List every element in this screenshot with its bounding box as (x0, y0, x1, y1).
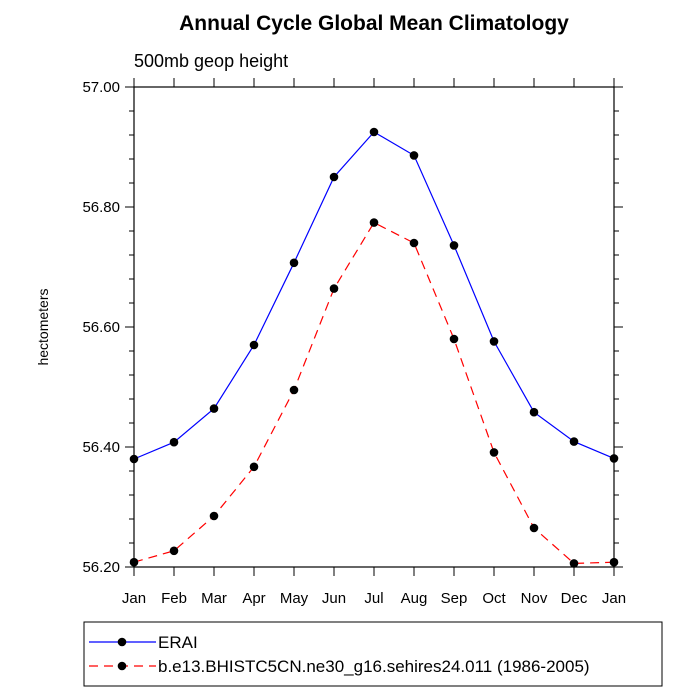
x-tick-label: Mar (201, 590, 227, 607)
x-tick-labels: Jan Feb Mar Apr May Jun Jul Aug Sep Oct Nov Dec Jan (122, 590, 626, 607)
y-tick-label: 56.60 (82, 319, 120, 336)
data-point (209, 511, 219, 521)
data-point (129, 454, 139, 464)
chart-title: Annual Cycle Global Mean Climatology (179, 12, 569, 35)
data-point (609, 454, 619, 463)
legend-box (83, 621, 663, 687)
legend-label: ERAI (158, 633, 198, 652)
x-tick-label: Jun (322, 590, 346, 607)
data-point (409, 238, 419, 248)
series-line (133, 221, 615, 565)
x-tick-label: Dec (561, 590, 588, 607)
legend: ERAI b.e13.BHISTC5CN.ne30_g16.sehires24.0… (89, 633, 590, 676)
data-point (129, 557, 139, 567)
chart-subtitle: 500mb geop height (134, 51, 288, 71)
data-point (409, 151, 419, 160)
legend-marker (117, 661, 127, 671)
data-point (329, 172, 339, 182)
legend-marker (117, 637, 127, 647)
y-tick-label: 56.20 (82, 559, 120, 576)
y-tick-labels: 56.20 56.40 56.60 56.80 57.00 (82, 79, 120, 576)
y-tick-label: 57.00 (82, 79, 120, 96)
x-tick-label: Oct (482, 590, 506, 607)
series-line (133, 131, 615, 460)
data-point (209, 404, 219, 413)
data-point (569, 437, 579, 446)
data-point (529, 407, 539, 417)
x-tick-label: Nov (521, 590, 548, 607)
data-point (369, 218, 379, 227)
data-point (369, 127, 379, 137)
x-tick-label: Jan (122, 590, 146, 607)
x-tick-label: May (280, 590, 309, 607)
data-point (489, 448, 499, 457)
data-point (489, 337, 499, 346)
data-point (249, 340, 259, 350)
data-point (289, 385, 299, 395)
data-point (329, 284, 339, 293)
data-point (169, 437, 179, 447)
series-1 (129, 127, 619, 464)
data-point (249, 462, 259, 472)
data-point (449, 241, 459, 250)
data-point (449, 334, 459, 344)
data-point (529, 523, 539, 533)
x-tick-label: Feb (161, 590, 187, 607)
series-2 (129, 218, 619, 568)
data-point (169, 546, 179, 556)
data-point (609, 557, 619, 567)
axis-ticks (125, 78, 623, 576)
x-tick-label: Jul (364, 590, 383, 607)
plot-frame (133, 86, 615, 568)
x-tick-label: Sep (441, 590, 468, 607)
y-tick-label: 56.80 (82, 199, 120, 216)
x-tick-label: Jan (602, 590, 626, 607)
series-layer (129, 127, 619, 568)
x-tick-label: Aug (401, 590, 428, 607)
y-tick-label: 56.40 (82, 439, 120, 456)
y-axis-label: hectometers (35, 288, 51, 365)
x-tick-label: Apr (242, 590, 265, 607)
data-point (569, 559, 579, 568)
data-point (289, 258, 299, 268)
legend-label: b.e13.BHISTC5CN.ne30_g16.sehires24.011 (… (158, 657, 590, 676)
